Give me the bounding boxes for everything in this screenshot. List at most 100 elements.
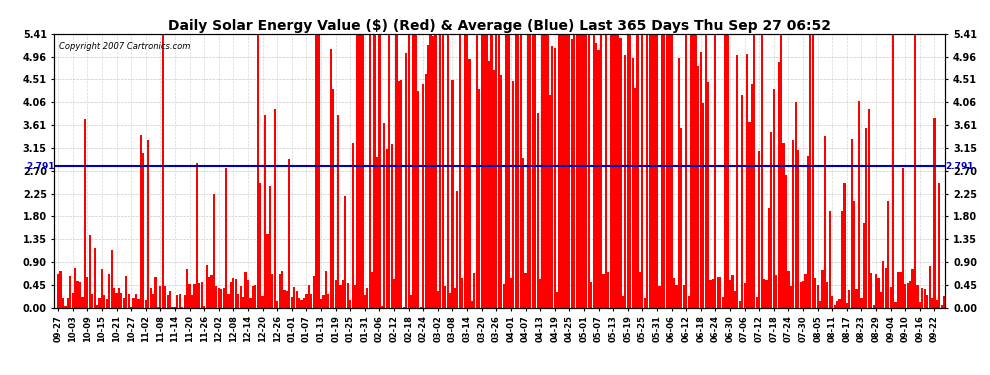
Bar — [103, 296, 106, 307]
Bar — [323, 295, 325, 307]
Bar — [834, 305, 836, 308]
Bar — [773, 89, 775, 308]
Bar — [765, 280, 767, 308]
Bar — [186, 269, 188, 308]
Bar — [247, 280, 249, 308]
Bar — [256, 34, 258, 308]
Bar — [934, 118, 936, 308]
Bar — [760, 34, 762, 308]
Bar — [525, 273, 527, 308]
Bar — [223, 288, 225, 308]
Bar — [566, 34, 568, 308]
Bar — [804, 273, 807, 308]
Bar — [108, 274, 110, 308]
Bar — [787, 270, 789, 308]
Bar — [64, 306, 66, 308]
Bar — [777, 62, 780, 308]
Bar — [123, 298, 125, 307]
Bar — [722, 297, 724, 307]
Bar — [390, 144, 393, 308]
Bar — [478, 89, 480, 308]
Bar — [461, 278, 463, 308]
Bar — [440, 34, 442, 308]
Bar — [753, 34, 755, 308]
Bar — [422, 84, 425, 308]
Bar — [281, 271, 283, 308]
Bar — [853, 201, 855, 308]
Bar — [84, 118, 86, 308]
Bar — [435, 34, 437, 308]
Bar — [632, 58, 634, 308]
Bar — [553, 48, 555, 308]
Bar — [493, 70, 495, 308]
Bar — [729, 280, 731, 308]
Bar — [398, 81, 400, 308]
Bar — [610, 34, 612, 308]
Bar — [371, 272, 373, 308]
Bar — [328, 294, 330, 307]
Bar — [383, 123, 385, 308]
Bar — [498, 34, 500, 308]
Bar — [76, 281, 78, 308]
Bar — [790, 286, 792, 308]
Bar — [405, 54, 407, 307]
Bar — [931, 298, 934, 307]
Bar — [909, 281, 911, 308]
Bar — [877, 278, 879, 308]
Bar — [358, 34, 361, 308]
Bar — [471, 302, 473, 307]
Bar — [363, 295, 366, 307]
Bar — [69, 276, 71, 308]
Bar — [763, 279, 765, 308]
Bar — [198, 283, 200, 308]
Bar — [712, 279, 714, 308]
Bar — [678, 58, 680, 308]
Bar — [113, 288, 115, 308]
Bar — [210, 275, 213, 308]
Bar — [233, 278, 235, 308]
Bar — [335, 280, 337, 308]
Bar — [800, 282, 802, 308]
Bar — [240, 286, 242, 308]
Bar — [512, 81, 515, 308]
Bar — [590, 282, 592, 308]
Bar — [715, 34, 717, 308]
Bar — [220, 288, 223, 308]
Bar — [332, 89, 335, 308]
Bar — [91, 294, 93, 307]
Bar — [164, 286, 166, 308]
Bar — [737, 55, 739, 308]
Bar — [922, 288, 924, 308]
Bar — [193, 284, 195, 308]
Bar — [872, 305, 875, 308]
Bar — [675, 285, 677, 308]
Bar — [724, 34, 727, 308]
Bar — [293, 287, 295, 308]
Bar — [230, 282, 232, 308]
Bar — [303, 298, 305, 307]
Bar — [814, 279, 817, 308]
Bar — [118, 288, 120, 308]
Bar — [602, 274, 605, 308]
Bar — [430, 34, 432, 308]
Bar — [130, 307, 133, 308]
Bar — [727, 34, 729, 308]
Bar — [902, 168, 904, 308]
Bar — [488, 61, 490, 308]
Bar — [795, 102, 797, 308]
Bar — [588, 34, 590, 308]
Bar — [445, 286, 446, 308]
Bar — [345, 196, 346, 308]
Bar — [418, 92, 420, 308]
Bar — [625, 55, 627, 308]
Bar — [644, 298, 645, 307]
Bar — [259, 183, 261, 308]
Bar — [544, 34, 546, 308]
Bar — [558, 34, 560, 308]
Bar — [680, 128, 682, 308]
Bar — [235, 279, 237, 308]
Bar — [904, 284, 907, 308]
Bar — [346, 284, 348, 308]
Bar — [320, 299, 322, 307]
Bar — [138, 299, 140, 307]
